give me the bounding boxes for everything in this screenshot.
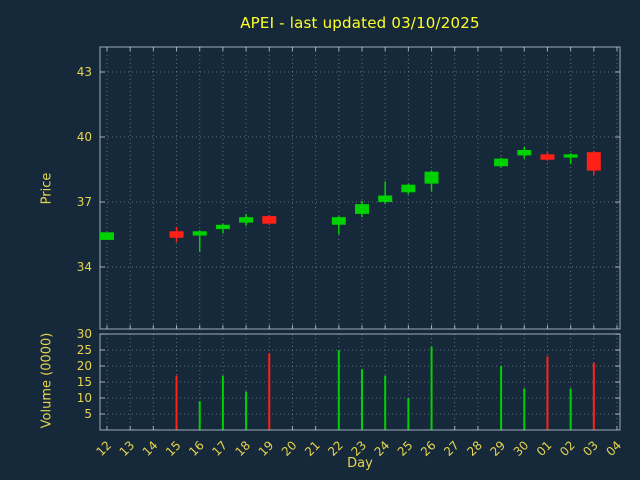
candle-body-up xyxy=(215,224,230,230)
candle-body-up xyxy=(331,217,346,225)
x-tick-label: 28 xyxy=(464,438,485,459)
price-axis-label: Price xyxy=(39,172,55,205)
candle-body-down xyxy=(262,216,277,224)
chart-title: APEI - last updated 03/10/2025 xyxy=(240,14,480,32)
x-tick-label: 17 xyxy=(209,438,230,459)
grid-lines xyxy=(100,47,620,430)
x-tick-label: 13 xyxy=(117,438,138,459)
candle-body-up xyxy=(401,184,416,193)
x-tick-label: 18 xyxy=(233,438,254,459)
candle-body-up xyxy=(100,232,114,240)
x-tick-label: 16 xyxy=(186,438,207,459)
candles xyxy=(100,146,601,252)
x-tick-label: 15 xyxy=(163,438,184,459)
candle-body-up xyxy=(517,150,532,156)
price-tick-label: 40 xyxy=(77,130,92,144)
x-tick-label: 14 xyxy=(140,438,161,459)
candle-body-up xyxy=(378,195,393,202)
candle-body-up xyxy=(192,231,207,236)
candle-body-down xyxy=(586,152,601,171)
candle-body-up xyxy=(424,171,439,184)
x-tick-label: 03 xyxy=(580,438,601,459)
candle-body-down xyxy=(169,231,184,238)
price-tick-label: 43 xyxy=(77,65,92,79)
price-tick-label: 37 xyxy=(77,195,92,209)
x-tick-label: 19 xyxy=(256,438,277,459)
volume-bars xyxy=(175,346,595,430)
x-tick-label: 04 xyxy=(603,438,624,459)
x-tick-label: 29 xyxy=(488,438,509,459)
volume-tick-label: 15 xyxy=(77,375,92,389)
price-tick-label: 34 xyxy=(77,260,92,274)
volume-tick-label: 10 xyxy=(77,391,92,405)
x-tick-label: 01 xyxy=(534,438,555,459)
x-tick-label: 02 xyxy=(557,438,578,459)
x-tick-label: 12 xyxy=(93,438,114,459)
volume-axis-label: Volume (0000) xyxy=(39,332,55,429)
volume-tick-label: 5 xyxy=(84,407,92,421)
candle-body-up xyxy=(239,217,254,223)
day-axis-label: Day xyxy=(347,456,373,471)
price-panel-border xyxy=(99,46,621,330)
candle-body-up xyxy=(494,158,509,167)
axis-tick-marks xyxy=(100,47,620,430)
volume-tick-label: 30 xyxy=(77,327,92,341)
candle-body-up xyxy=(563,154,578,158)
volume-tick-label: 20 xyxy=(77,359,92,373)
x-tick-label: 27 xyxy=(441,438,462,459)
volume-tick-label: 25 xyxy=(77,343,92,357)
candle-body-up xyxy=(355,204,369,214)
x-tick-label: 30 xyxy=(511,438,532,459)
candle-body-down xyxy=(540,154,555,160)
